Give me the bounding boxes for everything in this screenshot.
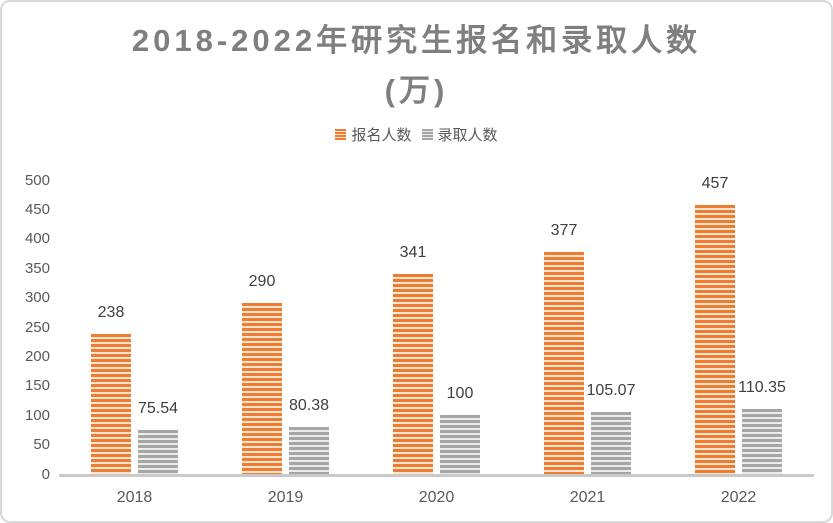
bar-group: 457 110.35 2022 (663, 175, 814, 506)
legend-label-applicants: 报名人数 (351, 127, 412, 144)
x-tick-label: 2018 (116, 489, 153, 506)
y-tick-label: 50 (33, 436, 50, 454)
y-tick-label: 400 (24, 230, 50, 248)
bar-applicants (242, 303, 282, 474)
bar-wrap: 341 (393, 244, 433, 474)
data-label: 80.38 (288, 396, 330, 414)
legend: 报名人数 录取人数 (2, 124, 831, 145)
bar-wrap: 457 (695, 175, 735, 474)
data-label: 341 (399, 243, 427, 261)
x-tick-label: 2020 (418, 489, 455, 506)
y-tick-label: 500 (24, 171, 50, 189)
bar-wrap: 238 (91, 304, 131, 474)
bar-wrap: 110.35 (738, 379, 786, 474)
y-axis: 0 50 100 150 200 250 300 350 400 450 500 (2, 172, 50, 483)
data-label: 238 (97, 304, 125, 322)
chart-title: 2018-2022年研究生报名和录取人数 (万) (2, 16, 831, 116)
bar-group: 377 105.07 2021 (512, 180, 663, 506)
x-tick-label: 2021 (569, 489, 606, 506)
bar-admitted (138, 429, 178, 474)
bar-applicants (91, 334, 131, 474)
y-tick-label: 350 (24, 259, 50, 277)
y-tick-label: 250 (24, 318, 50, 336)
chart-title-line1: 2018-2022年研究生报名和录取人数 (131, 23, 702, 58)
legend-label-admitted: 录取人数 (437, 127, 498, 144)
data-label: 110.35 (738, 379, 786, 397)
bar-applicants (695, 205, 735, 474)
bar-applicants (544, 252, 584, 474)
y-tick-label: 300 (24, 289, 50, 307)
bar-admitted (289, 426, 329, 474)
data-label: 457 (701, 175, 729, 193)
bar-wrap: 100 (440, 385, 480, 474)
bar-group: 290 80.38 2019 (210, 180, 361, 506)
legend-item-applicants: 报名人数 (335, 124, 412, 145)
plot-area: 238 75.54 2018 290 80.38 2019 341 100 2020 377 105… (59, 175, 814, 506)
data-label: 105.07 (586, 382, 636, 400)
x-tick-label: 2019 (267, 489, 304, 506)
bar-wrap: 105.07 (587, 382, 635, 474)
bar-wrap: 75.54 (138, 400, 178, 474)
bar-admitted (742, 409, 782, 474)
bar-wrap: 80.38 (289, 397, 329, 474)
bar-group: 341 100 2020 (361, 180, 512, 506)
bar-wrap: 377 (544, 222, 584, 474)
data-label: 290 (248, 273, 276, 291)
data-label: 377 (550, 222, 578, 240)
bar-applicants (393, 273, 433, 474)
legend-swatch-applicants (335, 129, 347, 140)
y-tick-label: 0 (41, 465, 50, 483)
bar-wrap: 290 (242, 273, 282, 474)
legend-swatch-admitted (421, 129, 433, 140)
y-tick-label: 450 (24, 200, 50, 218)
y-tick-label: 200 (24, 347, 50, 365)
bar-admitted (440, 415, 480, 474)
x-tick-label: 2022 (720, 489, 757, 506)
chart-title-line2: (万) (384, 73, 449, 108)
bar-admitted (591, 412, 631, 474)
legend-item-admitted: 录取人数 (421, 124, 498, 145)
bar-group: 238 75.54 2018 (59, 180, 210, 506)
y-tick-label: 150 (24, 377, 50, 395)
y-tick-label: 100 (24, 406, 50, 424)
data-label: 75.54 (137, 399, 179, 417)
data-label: 100 (446, 385, 474, 403)
